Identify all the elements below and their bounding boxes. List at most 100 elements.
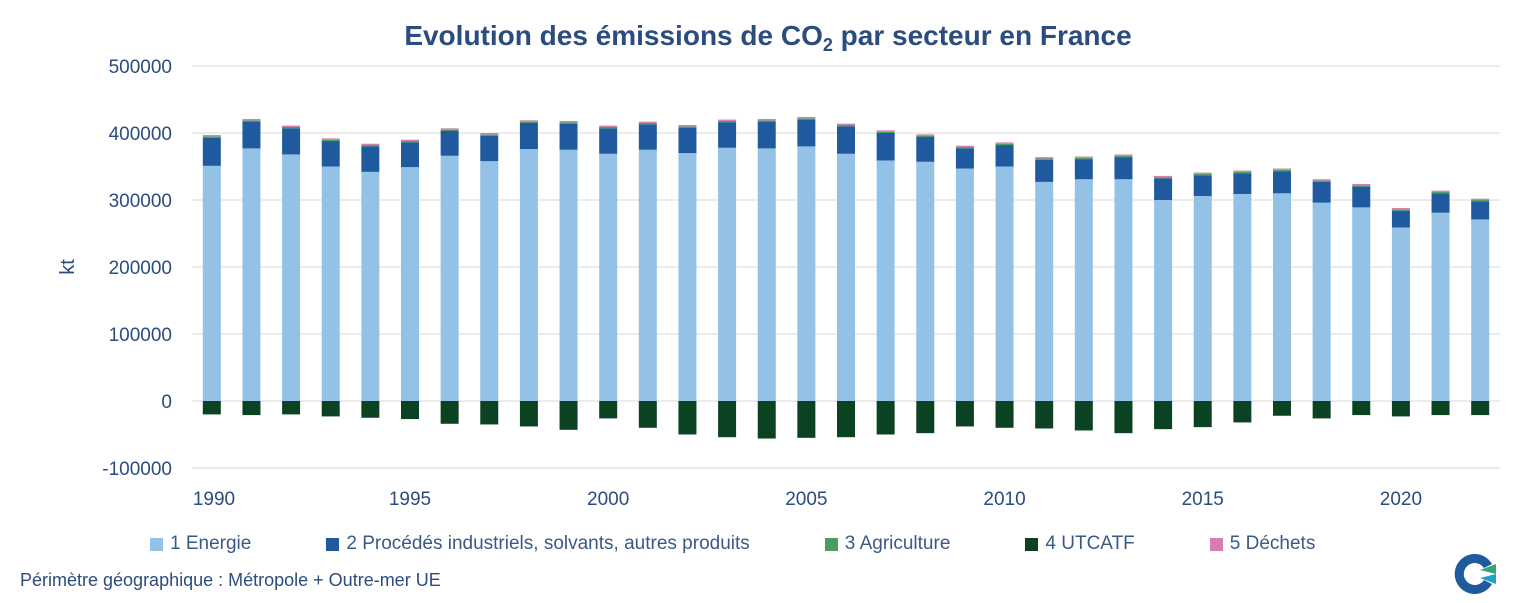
y-axis-label: kt [57,259,79,275]
bar-segment [678,153,697,401]
bar-segment [757,121,776,149]
y-tick-label: 100000 [109,325,172,346]
bar-segment [202,137,221,166]
legend-label: 2 Procédés industriels, solvants, autres… [346,533,750,554]
bar-segment [519,401,538,427]
bar-segment [1471,219,1490,401]
bar-segment [678,401,697,435]
bar-segment [1273,401,1291,416]
bar-segment [1154,200,1173,401]
bar-segment [321,166,340,401]
bar-segment [797,146,816,401]
bar-segment [1431,190,1450,192]
legend-item: 4 UTCATF [1025,533,1135,555]
bar-segment [1193,195,1212,401]
bar-segment [202,165,221,401]
x-tick-label: 2020 [1380,489,1422,510]
bar-segment [1233,173,1252,194]
bar-segment [995,401,1014,428]
bar-segment [995,142,1014,144]
bar-segment [519,149,538,401]
bar-segment [1074,401,1093,431]
bar-segment [995,166,1014,401]
bar-segment [401,167,419,401]
bar-segment [480,133,499,135]
bar-segment [282,128,301,155]
bar-segment [718,120,737,123]
chart-title: Evolution des émissions de CO2 par secte… [404,20,1132,55]
bar-segment [1193,172,1212,174]
bar-segment [321,139,340,142]
bar-segment [599,153,618,401]
bar-segment [718,401,737,438]
bar-segment [837,123,855,125]
bar-segment [837,401,855,438]
y-tick-label: 400000 [109,124,172,145]
bar-segment [1352,183,1371,186]
bar-segment [440,155,459,401]
bar-segment [1233,401,1252,423]
logo-icon [1454,553,1496,594]
bar-segment [202,135,221,137]
x-tick-label: 1990 [193,489,235,510]
bar-segment [876,160,895,401]
bar-segment [797,119,816,147]
bar-segment [1035,158,1054,160]
bar-segment [638,124,657,150]
bar-segment [1035,181,1054,401]
legend-item: 3 Agriculture [824,533,950,555]
bar-segment [1273,193,1291,401]
bar-segment [480,401,499,425]
bar-segment [837,126,855,154]
bar-segment [1312,180,1331,182]
bar-segment [718,119,737,121]
bar-segment [599,125,618,127]
bar-segment [282,154,301,401]
bar-segment [916,134,935,136]
bar-segment [1431,212,1450,401]
x-tick-label: 2005 [785,489,827,510]
bar-segment [1273,169,1291,172]
bar-segment [599,126,618,129]
bar-segment [995,143,1014,146]
x-tick-label: 2010 [983,489,1025,510]
bar-segment [440,129,459,131]
bar-segment [559,149,578,401]
bar-segment [1114,179,1133,401]
bar-segment [718,147,737,401]
bar-segment [599,401,618,419]
bar-segment [401,401,419,420]
bar-segment [559,122,578,124]
bar-segment [1431,193,1450,213]
bar-segment [638,122,657,125]
bar-segment [1114,401,1133,434]
bar-segment [757,120,776,122]
legend-swatch [150,537,163,551]
x-tick-label: 1995 [389,489,431,510]
bar-segment [1193,401,1212,428]
bar-segment [1312,401,1331,419]
legend-item: 5 Déchets [1209,533,1316,555]
bar-segment [1312,181,1331,203]
bar-segment [757,401,776,439]
bar-segment [242,121,261,149]
bar-segment [1352,401,1371,416]
bar-segment [678,127,697,154]
legend-label: 1 Energie [170,533,252,554]
bar-segment [242,118,261,121]
bar-segment [955,401,974,427]
bar-segment [1273,171,1291,194]
bar-segment [1074,159,1093,180]
chart-canvas: -100000 0 100000 200000 300000 400000 500000 kt… [57,57,1500,510]
legend-label: 5 Déchets [1229,533,1316,554]
legend-label: 4 UTCATF [1045,533,1135,554]
bar-segment [1154,401,1173,430]
bar-segment [757,118,776,121]
bar-segment [995,145,1014,167]
bar-segment [1233,171,1252,174]
footnote: Périmètre géographique : Métropole + Out… [20,570,441,590]
y-tick-label: 200000 [109,258,172,279]
bar-segment [916,135,935,138]
bar-segment [955,145,974,148]
bar-segment [638,401,657,428]
